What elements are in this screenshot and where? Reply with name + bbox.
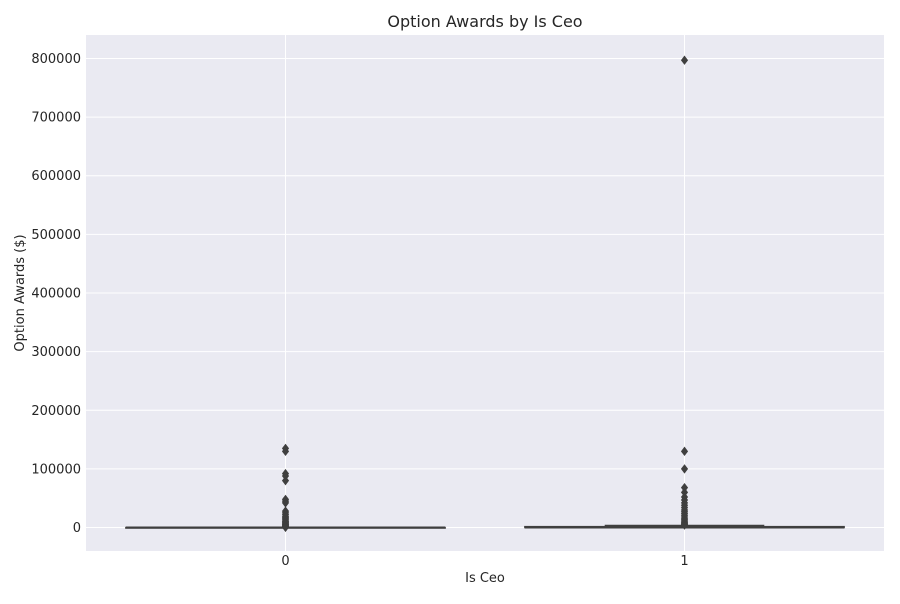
outlier-point — [680, 446, 689, 457]
y-tick-label: 700000 — [31, 111, 81, 126]
y-tick-labels: 0 100000 200000 300000 400000 500000 600000 700… — [31, 52, 81, 536]
outlier-point — [680, 520, 689, 530]
outlier-point — [281, 475, 290, 486]
y-axis-label: Option Awards ($) — [13, 234, 28, 351]
x-tick-label: 0 — [281, 554, 289, 569]
outlier-point — [680, 464, 689, 474]
box-layer — [125, 55, 845, 533]
chart-title: Option Awards by Is Ceo — [387, 12, 582, 31]
box-group-1 — [524, 55, 845, 530]
y-tick-label: 800000 — [31, 52, 81, 67]
box-group-0 — [125, 443, 446, 533]
x-axis-label: Is Ceo — [465, 571, 505, 586]
y-tick-label: 300000 — [31, 345, 81, 360]
y-tick-label: 200000 — [31, 404, 81, 419]
y-tick-label: 600000 — [31, 169, 81, 184]
outlier-point — [281, 446, 290, 457]
y-tick-label: 100000 — [31, 462, 81, 477]
outlier-point — [281, 522, 290, 533]
x-tick-label: 1 — [680, 554, 688, 569]
y-tick-label: 0 — [73, 521, 81, 536]
y-tick-label: 500000 — [31, 228, 81, 243]
y-tick-label: 400000 — [31, 287, 81, 302]
outlier-point — [680, 55, 689, 65]
